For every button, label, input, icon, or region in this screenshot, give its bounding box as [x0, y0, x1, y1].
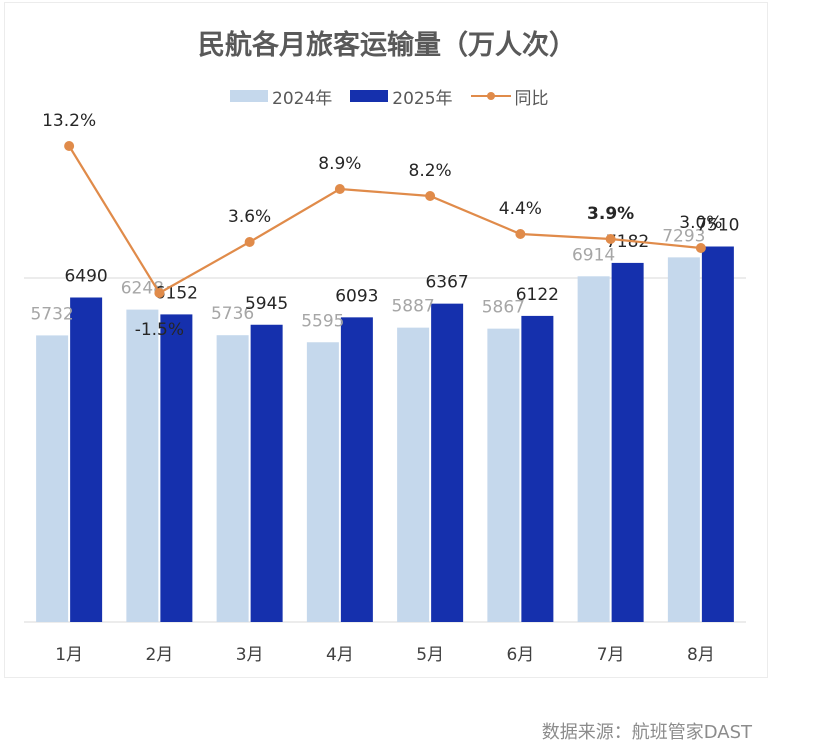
yoy-point — [605, 234, 616, 244]
bar-2024 — [577, 276, 610, 622]
yoy-point — [154, 288, 165, 298]
data-label-2024: 5595 — [301, 311, 344, 331]
chart-title: 民航各月旅客运输量（万人次） — [198, 30, 576, 61]
bar-2025 — [611, 262, 644, 622]
bar-2025 — [250, 324, 283, 622]
yoy-data-label: 8.9% — [318, 154, 361, 174]
bar-2025 — [160, 314, 193, 622]
legend-item-2025: 2025年 — [350, 84, 453, 109]
x-tick-label: 4月 — [326, 645, 354, 665]
legend-label-yoy: 同比 — [514, 88, 549, 109]
yoy-data-label: 8.2% — [409, 161, 452, 181]
data-label-2024: 5887 — [391, 297, 434, 317]
data-label-2024: 6914 — [572, 245, 615, 265]
data-label-2025: 5945 — [245, 294, 288, 314]
x-tick-label: 7月 — [597, 645, 625, 665]
data-label-2025: 6122 — [516, 285, 559, 305]
data-label-2025: 7182 — [606, 232, 649, 252]
legend: 2024年 2025年 同比 — [230, 83, 549, 109]
x-tick-label: 2月 — [145, 645, 173, 665]
x-tick-label: 5月 — [416, 645, 444, 665]
yoy-data-label: -1.5% — [135, 320, 184, 340]
data-label-2025: 6093 — [335, 286, 378, 306]
yoy-data-label: 3.0% — [679, 213, 722, 233]
bar-2024 — [487, 328, 520, 622]
bar-2024 — [216, 335, 249, 622]
bar-2025 — [431, 303, 464, 622]
yoy-data-label: 3.9% — [587, 204, 634, 224]
legend-label-2024: 2024年 — [272, 88, 333, 109]
x-tick-label: 1月 — [55, 645, 83, 665]
yoy-data-label: 4.4% — [499, 199, 542, 219]
x-tick-label: 8月 — [687, 645, 715, 665]
data-label-2024: 5736 — [211, 304, 254, 324]
bar-2024 — [126, 309, 159, 622]
legend-swatch-2024 — [230, 90, 268, 102]
data-label-2025: 6367 — [425, 273, 468, 293]
legend-item-2024: 2024年 — [230, 84, 332, 109]
chart-frame: 民航各月旅客运输量（万人次） 2024年 2025年 同比 — [4, 2, 768, 678]
yoy-point — [334, 184, 345, 194]
bar-2024 — [36, 335, 69, 622]
bar-2024 — [397, 327, 430, 622]
source-note: 数据来源：航班管家DAST — [541, 722, 752, 743]
bar-2025 — [521, 315, 554, 622]
legend-label-2025: 2025年 — [392, 88, 453, 109]
x-tick-label: 6月 — [506, 645, 534, 665]
legend-item-yoy: 同比 — [470, 84, 549, 109]
bar-2024 — [667, 257, 700, 622]
legend-swatch-2025 — [350, 90, 389, 102]
data-label-2025: 6490 — [64, 267, 107, 287]
data-label-2025: 7510 — [696, 216, 739, 236]
bar-2024 — [306, 342, 339, 622]
bar-2025 — [70, 297, 103, 622]
yoy-point — [64, 141, 75, 151]
data-label-2024: 5867 — [482, 298, 525, 318]
yoy-data-label: 13.2% — [42, 111, 96, 131]
yoy-data-label: 3.6% — [228, 207, 271, 227]
yoy-point — [244, 237, 255, 247]
yoy-point — [425, 191, 436, 201]
bar-2025 — [701, 246, 734, 622]
yoy-point — [695, 243, 706, 253]
yoy-line — [68, 145, 701, 295]
bar-2025 — [340, 317, 373, 622]
data-label-2024: 5732 — [30, 304, 73, 324]
yoy-point — [515, 229, 526, 239]
x-tick-label: 3月 — [236, 645, 264, 665]
data-label-2024: 7293 — [662, 226, 705, 246]
legend-swatch-yoy — [470, 90, 511, 102]
